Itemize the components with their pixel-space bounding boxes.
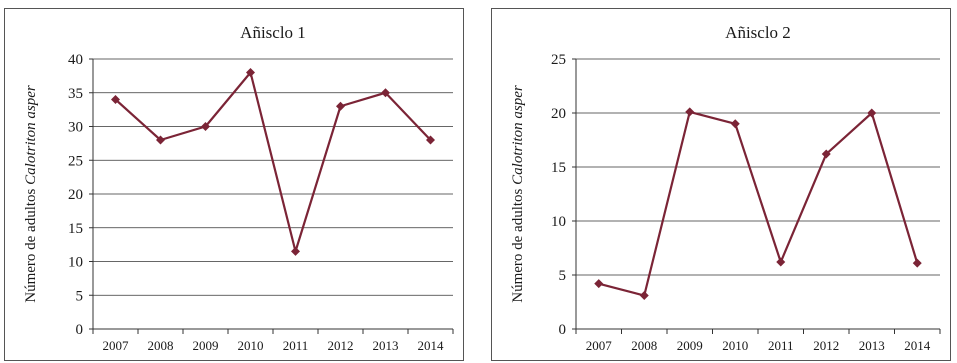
x-tick-label: 2009 xyxy=(677,338,703,353)
x-tick-label: 2007 xyxy=(586,338,613,353)
y-tick-label: 10 xyxy=(68,255,83,271)
x-tick-label: 2013 xyxy=(859,338,885,353)
line-chart-anisclo-2: Añisclo 2 0 5 10 15 20 25 2007 2008 2009 2010 2011 2… xyxy=(510,23,941,353)
y-tick-label: 5 xyxy=(559,268,567,284)
y-tick-label: 5 xyxy=(76,288,84,304)
y-tick-label: 10 xyxy=(551,214,566,230)
y-axis-label-text: Número de adultos xyxy=(23,185,39,303)
data-point-marker xyxy=(821,149,831,159)
y-axis-label: Número de adultos Calotriton asper xyxy=(510,85,526,303)
x-tick-label: 2010 xyxy=(238,338,264,353)
x-tick-label: 2014 xyxy=(904,338,931,353)
data-point-marker xyxy=(594,279,604,289)
x-tick-label: 2011 xyxy=(768,338,794,353)
y-tick-label: 40 xyxy=(68,52,83,68)
line-chart-anisclo-1: Añisclo 1 0 5 10 15 20 25 30 35 40 2007 2008 2009 201… xyxy=(23,23,454,353)
data-point-marker xyxy=(730,119,740,129)
data-point-marker xyxy=(336,101,345,111)
data-point-marker xyxy=(291,246,300,256)
y-tick-label: 0 xyxy=(76,322,84,338)
y-axis-label-text: Número de adultos xyxy=(510,185,526,303)
chart-panel-anisclo-1: Añisclo 1 0 5 10 15 20 25 30 35 40 2007 2008 2009 201… xyxy=(4,8,464,361)
chart-title: Añisclo 2 xyxy=(725,23,791,42)
y-axis-label-species: Calotriton asper xyxy=(510,85,526,185)
chart-panel-anisclo-2: Añisclo 2 0 5 10 15 20 25 2007 2008 2009 2010 2011 2… xyxy=(491,8,951,361)
x-tick-label: 2013 xyxy=(373,338,399,353)
y-axis-label-species: Calotriton asper xyxy=(23,85,39,185)
x-tick-label: 2008 xyxy=(631,338,657,353)
y-axis-label: Número de adultos Calotriton asper xyxy=(23,85,39,303)
y-tick-label: 0 xyxy=(559,322,567,338)
x-tick-label: 2009 xyxy=(193,338,219,353)
data-point-marker xyxy=(867,108,877,118)
y-tick-label: 25 xyxy=(551,52,566,68)
x-tick-label: 2012 xyxy=(328,338,354,353)
x-tick-label: 2008 xyxy=(148,338,174,353)
x-tick-label: 2011 xyxy=(283,338,309,353)
x-tick-label: 2007 xyxy=(103,338,130,353)
x-tick-label: 2012 xyxy=(813,338,839,353)
y-tick-label: 35 xyxy=(68,86,83,102)
data-point-marker xyxy=(381,88,390,98)
series-line xyxy=(598,110,919,297)
y-tick-label: 15 xyxy=(551,160,566,176)
y-tick-label: 20 xyxy=(68,187,83,203)
series-line xyxy=(114,71,432,253)
data-point-marker xyxy=(639,291,649,301)
x-tick-label: 2010 xyxy=(722,338,748,353)
data-point-marker xyxy=(912,258,922,268)
chart-title: Añisclo 1 xyxy=(240,23,306,42)
data-point-marker xyxy=(776,257,786,267)
data-point-marker xyxy=(156,135,165,145)
data-point-marker xyxy=(685,107,695,117)
y-tick-label: 30 xyxy=(68,120,83,136)
x-tick-label: 2014 xyxy=(418,338,445,353)
y-tick-label: 20 xyxy=(551,106,566,122)
data-point-marker xyxy=(201,122,210,131)
data-point-marker xyxy=(111,95,120,104)
y-tick-label: 25 xyxy=(68,153,83,169)
data-point-marker xyxy=(246,68,255,77)
data-point-marker xyxy=(426,135,435,145)
y-tick-label: 15 xyxy=(68,221,83,237)
